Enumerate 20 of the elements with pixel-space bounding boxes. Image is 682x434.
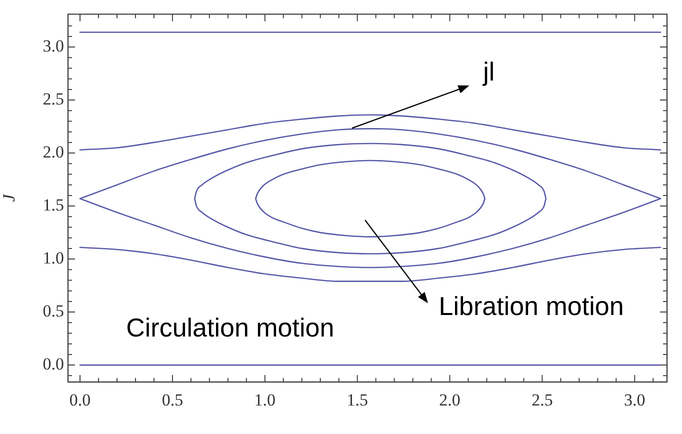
x-tick-label: 1.0 — [254, 390, 276, 410]
line-series — [79, 246, 662, 282]
x-tick-label: 2.0 — [439, 390, 460, 410]
y-tick-label: 2.5 — [42, 90, 64, 109]
annotation: Libration motion — [438, 291, 624, 322]
annotation: Circulation motion — [126, 312, 334, 342]
x-tick-label: 3.0 — [624, 390, 646, 410]
x-tick-label: 2.5 — [532, 390, 553, 410]
line-series — [79, 114, 662, 151]
annotation: jl — [482, 56, 495, 86]
y-axis-title: J — [0, 192, 19, 202]
y-tick-label: 1.5 — [42, 196, 64, 215]
x-tick-label: 0.0 — [69, 390, 91, 410]
y-tick-label: 2.0 — [42, 142, 64, 162]
x-tick-label: 0.5 — [162, 390, 184, 410]
y-tick-label: 0.0 — [42, 354, 64, 374]
y-tick-label: 0.5 — [42, 302, 64, 321]
x-tick-label: 1.5 — [346, 390, 368, 410]
y-tick-label: 3.0 — [42, 36, 64, 56]
y-tick-label: 1.0 — [42, 248, 64, 268]
